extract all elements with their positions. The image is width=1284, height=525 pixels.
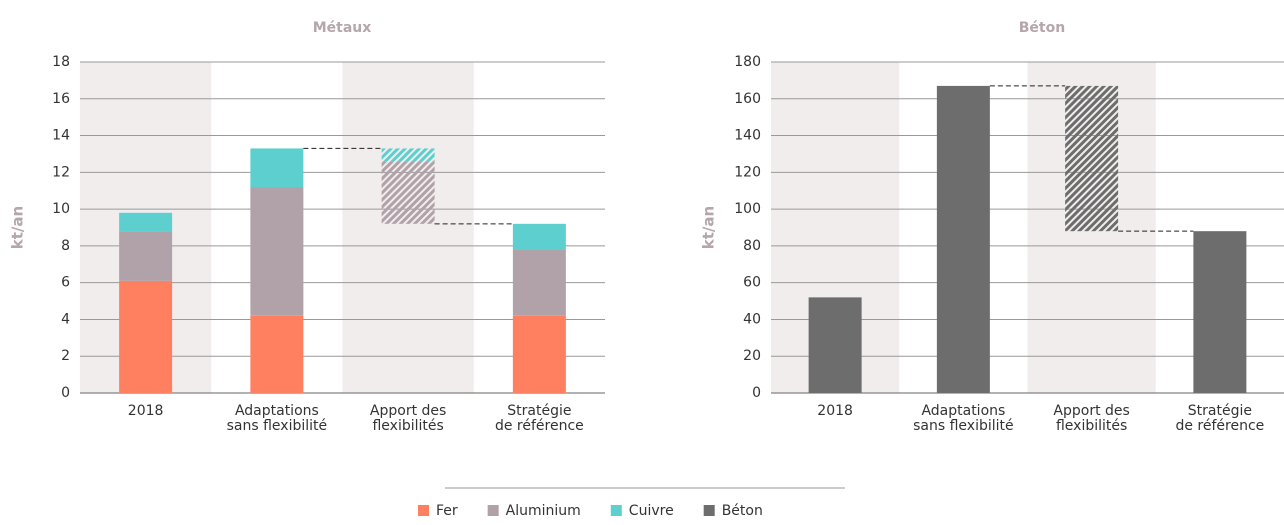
- chart-title: Métaux: [313, 20, 372, 36]
- y-tick-label: 4: [61, 311, 70, 327]
- bar-reduction: [381, 161, 435, 224]
- bar-segment: [119, 212, 173, 232]
- x-tick-label: Adaptations sans flexibilité: [913, 403, 1014, 434]
- y-tick-label: 160: [734, 91, 761, 107]
- legend-label: Béton: [722, 503, 763, 519]
- y-tick-label: 8: [61, 238, 70, 254]
- y-tick-label: 20: [743, 348, 761, 364]
- y-tick-label: 10: [52, 201, 70, 217]
- legend-swatch: [610, 505, 622, 516]
- legend-label: Cuivre: [629, 503, 674, 519]
- legend-swatch: [418, 505, 429, 516]
- y-tick-label: 60: [743, 275, 761, 291]
- y-tick-label: 40: [743, 311, 761, 327]
- bar-segment: [250, 187, 304, 316]
- y-tick-label: 12: [52, 164, 70, 180]
- bar-segment: [512, 223, 566, 250]
- y-tick-label: 16: [52, 91, 70, 107]
- x-tick-label: 2018: [817, 403, 853, 419]
- y-tick-label: 0: [752, 385, 761, 401]
- y-tick-label: 14: [52, 128, 70, 144]
- legend-label: Fer: [436, 503, 458, 519]
- bar-reduction: [1065, 85, 1119, 232]
- bar-segment: [1193, 231, 1247, 393]
- x-tick-label: Stratégie de référence: [1175, 403, 1264, 434]
- bar-segment: [250, 148, 304, 188]
- bar-segment: [119, 231, 173, 281]
- y-tick-label: 80: [743, 238, 761, 254]
- y-tick-label: 0: [61, 385, 70, 401]
- y-tick-label: 18: [52, 54, 70, 70]
- y-tick-label: 140: [734, 128, 761, 144]
- bar-segment: [512, 315, 566, 393]
- chart-title: Béton: [1019, 20, 1065, 36]
- y-axis-label: kt/an: [700, 206, 718, 249]
- bar-segment: [808, 297, 862, 393]
- bar-reduction: [381, 148, 435, 162]
- bar-segment: [936, 85, 990, 394]
- y-tick-label: 120: [734, 164, 761, 180]
- x-tick-label: 2018: [128, 403, 164, 419]
- x-tick-label: Adaptations sans flexibilité: [227, 403, 328, 434]
- y-tick-label: 6: [61, 275, 70, 291]
- y-tick-label: 100: [734, 201, 761, 217]
- y-tick-label: 2: [61, 348, 70, 364]
- x-tick-label: Stratégie de référence: [495, 403, 584, 434]
- bar-segment: [119, 280, 173, 393]
- y-tick-label: 180: [734, 54, 761, 70]
- band-shade: [342, 62, 474, 393]
- y-axis-label: kt/an: [9, 206, 27, 249]
- bar-segment: [250, 315, 304, 393]
- bar-segment: [512, 249, 566, 316]
- legend-swatch: [487, 505, 499, 516]
- x-tick-label: Apport des flexibilités: [1053, 403, 1129, 434]
- x-tick-label: Apport des flexibilités: [370, 403, 446, 434]
- legend-swatch: [703, 505, 715, 516]
- legend-label: Aluminium: [506, 503, 581, 519]
